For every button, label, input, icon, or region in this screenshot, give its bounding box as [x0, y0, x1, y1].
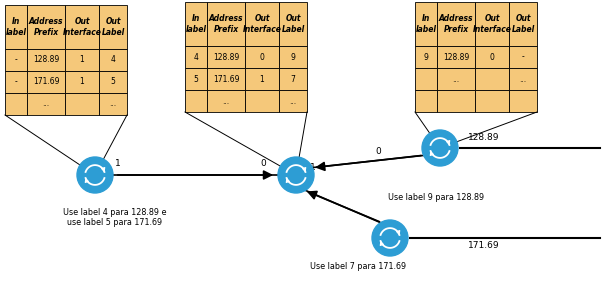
Bar — [99, 5, 127, 49]
Text: Address
Prefix: Address Prefix — [29, 17, 63, 37]
Text: ...: ... — [110, 100, 116, 109]
Text: 1: 1 — [80, 77, 85, 86]
Bar — [5, 71, 27, 93]
Bar — [207, 2, 245, 46]
Text: 128.89: 128.89 — [213, 53, 239, 62]
Text: 171.69: 171.69 — [33, 77, 59, 86]
Bar — [415, 90, 437, 112]
Circle shape — [372, 220, 408, 256]
Bar — [437, 2, 475, 46]
Text: 9: 9 — [424, 53, 429, 62]
Text: 128.89: 128.89 — [33, 55, 59, 65]
Text: 1: 1 — [80, 55, 85, 65]
Bar — [509, 90, 537, 112]
Bar — [65, 71, 99, 93]
Text: -: - — [15, 55, 18, 65]
Bar — [245, 46, 279, 68]
Bar — [207, 46, 245, 68]
Bar — [279, 2, 307, 46]
Bar — [437, 68, 475, 90]
Bar — [475, 68, 509, 90]
Text: Out
Interface: Out Interface — [242, 14, 281, 34]
Bar — [415, 2, 437, 46]
Text: -: - — [15, 77, 18, 86]
Circle shape — [77, 157, 113, 193]
Bar — [475, 90, 509, 112]
Bar — [415, 46, 437, 68]
Bar — [207, 68, 245, 90]
Bar — [437, 46, 475, 68]
Circle shape — [278, 157, 314, 193]
Text: Out
Interface: Out Interface — [63, 17, 102, 37]
Circle shape — [422, 130, 458, 166]
Text: Address
Prefix: Address Prefix — [209, 14, 243, 34]
Text: 128.89: 128.89 — [468, 133, 499, 142]
Text: In
label: In label — [186, 14, 206, 34]
Text: Use label 9 para 128.89: Use label 9 para 128.89 — [388, 193, 484, 202]
Text: 5: 5 — [194, 74, 199, 84]
Text: 1: 1 — [310, 163, 316, 171]
Bar — [279, 68, 307, 90]
Bar — [5, 5, 27, 49]
Bar — [279, 90, 307, 112]
Bar — [279, 46, 307, 68]
Bar — [475, 2, 509, 46]
Text: 4: 4 — [194, 53, 199, 62]
Text: Out
Label: Out Label — [101, 17, 125, 37]
Text: 0: 0 — [375, 147, 381, 157]
Text: 7: 7 — [290, 74, 295, 84]
Text: 171.69: 171.69 — [213, 74, 239, 84]
Text: 9: 9 — [290, 53, 295, 62]
Bar — [27, 93, 65, 115]
Text: Use label 7 para 171.69: Use label 7 para 171.69 — [310, 262, 406, 271]
Bar — [509, 2, 537, 46]
Bar — [99, 71, 127, 93]
Text: Out
Interface: Out Interface — [473, 14, 512, 34]
Text: 0: 0 — [259, 53, 264, 62]
Bar — [65, 5, 99, 49]
Text: 0: 0 — [490, 53, 495, 62]
Bar — [65, 49, 99, 71]
Bar — [185, 68, 207, 90]
Bar — [207, 90, 245, 112]
Text: ...: ... — [519, 74, 527, 84]
Bar — [27, 5, 65, 49]
Bar — [27, 71, 65, 93]
Text: 171.69: 171.69 — [468, 241, 499, 250]
Text: -: - — [522, 53, 524, 62]
Bar — [245, 68, 279, 90]
Bar — [437, 90, 475, 112]
Bar — [509, 46, 537, 68]
Bar — [475, 46, 509, 68]
Bar — [415, 68, 437, 90]
Text: 1: 1 — [259, 74, 264, 84]
Text: 4: 4 — [111, 55, 116, 65]
Text: ...: ... — [43, 100, 49, 109]
Text: 0: 0 — [260, 159, 266, 168]
Text: In
label: In label — [415, 14, 437, 34]
Bar — [245, 2, 279, 46]
Text: Address
Prefix: Address Prefix — [438, 14, 473, 34]
Bar — [27, 49, 65, 71]
Bar — [99, 49, 127, 71]
Bar — [5, 49, 27, 71]
Text: ...: ... — [452, 74, 460, 84]
Text: ...: ... — [289, 96, 297, 105]
Bar — [185, 90, 207, 112]
Text: Use label 4 para 128.89 e
use label 5 para 171.69: Use label 4 para 128.89 e use label 5 pa… — [63, 208, 167, 227]
Bar — [245, 90, 279, 112]
Text: In
label: In label — [5, 17, 27, 37]
Text: ...: ... — [222, 96, 230, 105]
Text: 1: 1 — [115, 159, 121, 168]
Bar — [185, 46, 207, 68]
Bar — [185, 2, 207, 46]
Text: Out
Label: Out Label — [512, 14, 535, 34]
Bar — [5, 93, 27, 115]
Text: Out
Label: Out Label — [281, 14, 304, 34]
Text: 5: 5 — [111, 77, 116, 86]
Text: 128.89: 128.89 — [443, 53, 469, 62]
Bar — [99, 93, 127, 115]
Bar — [509, 68, 537, 90]
Bar — [65, 93, 99, 115]
